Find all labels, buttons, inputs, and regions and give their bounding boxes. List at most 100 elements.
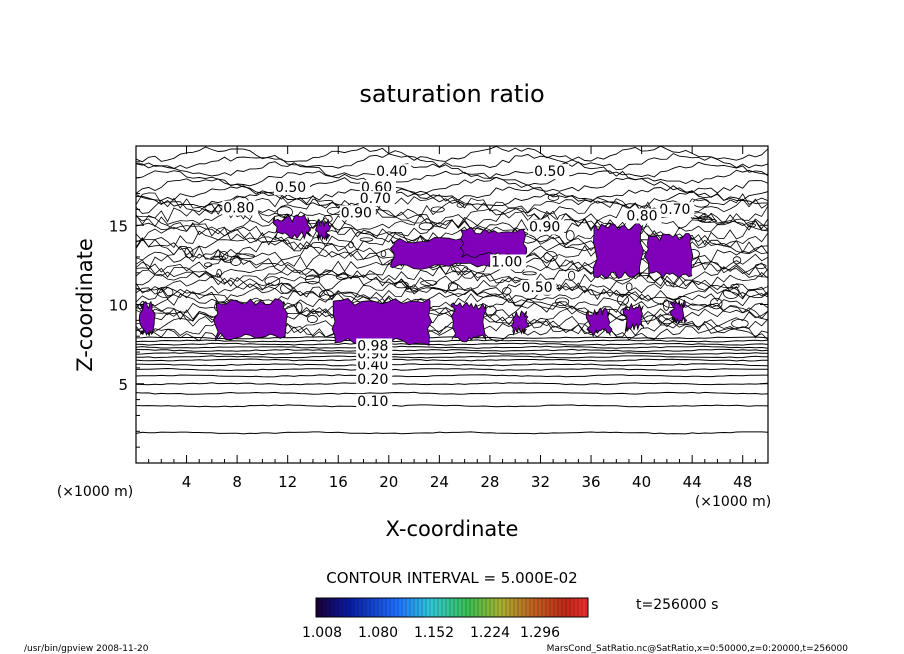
- x-tick-label: 16: [329, 473, 348, 491]
- contour-line: [136, 190, 768, 208]
- contour-line: [136, 283, 768, 303]
- contour-line: [136, 382, 768, 386]
- contour-line: [136, 293, 768, 312]
- contour-cell: [754, 263, 767, 269]
- contour-line: [136, 345, 768, 349]
- contour-label: 0.20: [357, 372, 388, 388]
- contour-cell: [393, 281, 409, 289]
- colorbar-tick-label: 1.008: [302, 625, 342, 641]
- colorbar-tick-label: 1.152: [414, 625, 454, 641]
- contour-cell: [319, 289, 334, 301]
- contour-label-bg: [339, 205, 376, 221]
- shaded-region: [331, 298, 433, 347]
- shaded-region: [643, 233, 694, 279]
- contour-cell: [276, 206, 293, 218]
- contour-cell: [280, 283, 293, 294]
- time-label: t=256000 s: [636, 597, 718, 613]
- contour-cell: [264, 276, 281, 287]
- x-axis-label: X-coordinate: [386, 517, 519, 541]
- x-tick-label: 36: [581, 473, 600, 491]
- contour-label: 0.40: [376, 164, 407, 180]
- contour-cell: [216, 268, 222, 278]
- x-tick-label: 40: [632, 473, 651, 491]
- contour-line: [136, 274, 768, 294]
- contour-cell: [723, 287, 740, 299]
- x-axis: 4 8 12 16 20 24 28 32 36 40 44 48: [148, 146, 756, 491]
- contour-label: 0.90: [529, 220, 560, 236]
- contour-label-bg: [356, 393, 393, 409]
- contour-cell: [625, 282, 633, 292]
- contour-label-bg: [356, 338, 393, 354]
- contour-label: 0.50: [534, 164, 565, 180]
- contour-line: [136, 176, 768, 195]
- plot-area: 0.100.200.400.900.980.50 0.600.400.700.80…: [136, 146, 768, 435]
- contour-cell: [203, 262, 213, 268]
- x-tick-label: 4: [182, 473, 192, 491]
- contour-line: [136, 358, 768, 362]
- contour-label-bg: [222, 200, 259, 216]
- contour-line: [136, 339, 768, 343]
- contour-cell: [730, 283, 740, 289]
- y-tick-label: 5: [118, 376, 128, 394]
- contour-cell: [348, 241, 354, 249]
- contour-label-bg: [533, 164, 570, 180]
- contour-label: 0.98: [357, 338, 388, 354]
- contour-cell: [229, 255, 242, 266]
- contour-cell: [306, 315, 318, 323]
- contour-cell: [502, 287, 512, 295]
- contour-lines: [136, 146, 768, 435]
- shaded-region: [510, 310, 530, 336]
- contour-cell: [692, 198, 710, 208]
- contour-cell: [450, 264, 469, 273]
- contour-cell: [304, 274, 321, 285]
- y-axis-label: Z-coordinate: [73, 238, 97, 372]
- contour-line: [136, 352, 768, 356]
- contour-cell: [522, 271, 537, 276]
- contour-label: 0.50: [522, 280, 553, 296]
- contour-label: 0.80: [626, 208, 657, 224]
- contour-cell: [447, 281, 459, 292]
- colorbar-ticks: 1.008 1.080 1.152 1.224 1.296: [302, 625, 560, 641]
- contour-label-bg: [358, 191, 395, 207]
- contour-cell: [210, 255, 227, 261]
- contour-line: [136, 169, 768, 187]
- x-tick-label: 20: [379, 473, 398, 491]
- contour-cell: [156, 286, 174, 298]
- x-tick-label: 28: [480, 473, 499, 491]
- contour-line: [136, 374, 768, 378]
- contour-line: [136, 161, 768, 179]
- contour-cell: [543, 251, 558, 262]
- contour-cell: [731, 318, 749, 329]
- contour-label: 0.90: [341, 205, 372, 221]
- colorbar-stripes: [317, 599, 587, 616]
- contour-line: [136, 367, 768, 372]
- contour-cell: [359, 237, 374, 242]
- x-unit-left: (×1000 m): [57, 484, 133, 500]
- contour-label: 0.70: [659, 202, 690, 218]
- contour-cell: [700, 218, 717, 223]
- contour-cell: [547, 193, 560, 201]
- x-tick-label: 44: [683, 473, 702, 491]
- shaded-region: [459, 226, 528, 259]
- contour-label-bg: [658, 202, 695, 218]
- contour-cell: [565, 230, 575, 241]
- contour-cell: [568, 270, 576, 281]
- contour-cell: [456, 202, 465, 208]
- contour-label: 0.70: [360, 191, 391, 207]
- x-unit-right: (×1000 m): [695, 494, 771, 510]
- contour-label-bg: [356, 371, 393, 387]
- contour-cell: [218, 250, 229, 261]
- x-tick-label: 32: [531, 473, 550, 491]
- contour-line: [136, 391, 768, 395]
- contour-line: [136, 348, 768, 353]
- shaded-region: [592, 222, 645, 279]
- shaded-region: [272, 213, 312, 240]
- contour-line: [136, 404, 768, 408]
- colorbar-tick-label: 1.224: [470, 625, 510, 641]
- shaded-region: [622, 302, 645, 333]
- contour-cell: [295, 302, 303, 314]
- colorbar-tick-label: 1.080: [358, 625, 398, 641]
- x-tick-label: 48: [733, 473, 752, 491]
- contour-interval: CONTOUR INTERVAL = 5.000E-02: [326, 569, 577, 587]
- chart-title: saturation ratio: [359, 80, 544, 108]
